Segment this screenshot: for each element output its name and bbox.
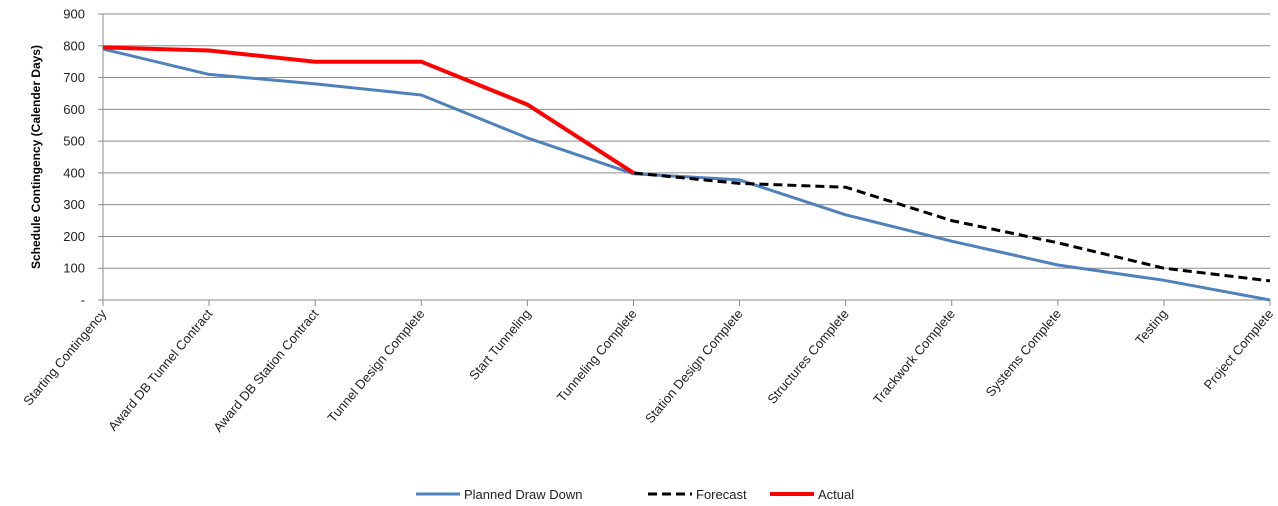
series-line-forecast bbox=[102, 45, 1271, 283]
x-tick-label: Award DB Station Contract bbox=[210, 306, 321, 435]
series-line-planned-draw-down bbox=[102, 47, 1271, 302]
x-tick-label: Structures Complete bbox=[764, 306, 852, 406]
y-tick-label: 500 bbox=[63, 134, 85, 149]
x-tick-label: Systems Complete bbox=[983, 306, 1065, 399]
x-tick-label: Start Tunneling bbox=[466, 306, 534, 383]
series-line-actual bbox=[102, 45, 635, 175]
y-tick-label: - bbox=[81, 293, 85, 308]
y-tick-label: 300 bbox=[63, 197, 85, 212]
x-tick-label: Starting Contingency bbox=[20, 306, 109, 408]
y-tick-label: 100 bbox=[63, 261, 85, 276]
x-tick-label: Tunnel Design Complete bbox=[324, 306, 427, 425]
legend-label: Actual bbox=[818, 487, 854, 502]
x-tick-label: Project Complete bbox=[1201, 306, 1277, 392]
x-tick-label: Station Design Complete bbox=[642, 306, 746, 426]
x-tick-label: Award DB Tunnel Contract bbox=[105, 306, 216, 434]
y-tick-labels: - 100 200 300 400 500 600 700 800 900 bbox=[63, 7, 85, 308]
x-tick-label: Tunneling Complete bbox=[554, 306, 640, 404]
axes bbox=[98, 13, 1271, 306]
y-axis-title: Schedule Contingency (Calender Days) bbox=[29, 45, 43, 269]
y-tick-label: 900 bbox=[63, 7, 85, 22]
legend-label: Planned Draw Down bbox=[464, 487, 583, 502]
y-tick-label: 400 bbox=[63, 165, 85, 180]
y-tick-label: 200 bbox=[63, 229, 85, 244]
series-lines bbox=[102, 45, 1271, 302]
y-tick-label: 700 bbox=[63, 70, 85, 85]
legend-label: Forecast bbox=[696, 487, 747, 502]
y-tick-label: 600 bbox=[63, 102, 85, 117]
y-tick-label: 800 bbox=[63, 38, 85, 53]
x-tick-label: Testing bbox=[1132, 306, 1170, 347]
gridlines bbox=[103, 13, 1270, 269]
legend: Planned Draw Down Forecast Actual bbox=[416, 487, 854, 502]
x-tick-label: Trackwork Complete bbox=[870, 306, 958, 407]
